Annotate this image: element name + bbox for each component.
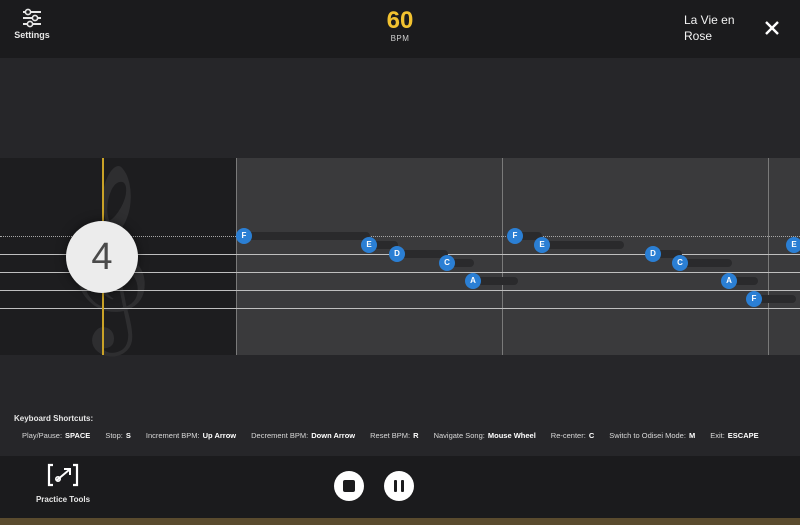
shortcut-label: Increment BPM: [145, 431, 200, 440]
shortcut-increment-bpm: Increment BPM: Up Arrow [146, 431, 236, 440]
staff-line [0, 308, 800, 309]
shortcut-key: C [588, 431, 595, 440]
shortcut-navigate-song: Navigate Song: Mouse Wheel [434, 431, 536, 440]
note-duration-bar [448, 259, 474, 267]
note-duration-bar [730, 277, 758, 285]
note-c[interactable]: C [672, 255, 688, 271]
shortcuts-list: Play/Pause: SPACE Stop: S Increment BPM: Up… [14, 431, 794, 440]
shortcut-label: Re-center: [550, 431, 586, 440]
note-e[interactable]: E [361, 237, 377, 253]
song-title: La Vie en Rose [684, 13, 735, 43]
bpm-label: BPM [390, 34, 410, 43]
note-a[interactable]: A [465, 273, 481, 289]
shortcut-key: Down Arrow [311, 431, 356, 440]
ledger-line [0, 236, 800, 237]
note-e[interactable]: E [786, 237, 800, 253]
shortcut-label: Decrement BPM: [251, 431, 309, 440]
note-d[interactable]: D [645, 246, 661, 262]
note-duration-bar [654, 250, 682, 258]
shortcut-play-pause: Play/Pause: SPACE [22, 431, 90, 440]
bar-line [236, 158, 237, 355]
stop-button[interactable] [334, 471, 364, 501]
staff-line [0, 272, 800, 273]
note-duration-bar [398, 250, 448, 258]
shortcut-key: M [688, 431, 696, 440]
shortcut-label: Navigate Song: [433, 431, 485, 440]
shortcut-reset-bpm: Reset BPM: R [370, 431, 418, 440]
close-icon [765, 21, 779, 35]
bpm-value: 60 [386, 7, 414, 34]
note-duration-bar [474, 277, 518, 285]
shortcut-label: Stop: [105, 431, 123, 440]
settings-button[interactable]: Settings [10, 8, 54, 50]
stop-icon [343, 480, 355, 492]
shortcut-key: Up Arrow [202, 431, 237, 440]
shortcut-key: SPACE [65, 431, 91, 440]
note-a[interactable]: A [721, 273, 737, 289]
shortcut-decrement-bpm: Decrement BPM: Down Arrow [251, 431, 355, 440]
pause-button[interactable] [384, 471, 414, 501]
shortcut-key: R [413, 431, 419, 440]
shortcut-key: S [125, 431, 131, 440]
top-bar [0, 0, 800, 58]
shortcut-stop: Stop: S [105, 431, 131, 440]
bpm-display: 60 BPM [370, 7, 430, 44]
sliders-icon [23, 8, 41, 28]
shortcut-label: Exit: [710, 431, 725, 440]
countdown-badge: 4 [66, 221, 138, 293]
shortcut-label: Switch to Odisei Mode: [609, 431, 686, 440]
practice-tools-icon [47, 463, 79, 487]
shortcut-odisei-mode: Switch to Odisei Mode: M [609, 431, 695, 440]
note-d[interactable]: D [389, 246, 405, 262]
shortcut-exit: Exit: ESCAPE [710, 431, 758, 440]
note-c[interactable]: C [439, 255, 455, 271]
note-duration-bar [244, 232, 370, 240]
close-button[interactable] [762, 18, 782, 38]
shortcut-key: Mouse Wheel [487, 431, 536, 440]
bar-line [768, 158, 769, 355]
note-e[interactable]: E [534, 237, 550, 253]
practice-tools-button[interactable]: Practice Tools [30, 462, 96, 504]
note-duration-bar [680, 259, 732, 267]
note-duration-bar [370, 241, 398, 249]
bottom-strip [0, 518, 800, 525]
shortcuts-title: Keyboard Shortcuts: [14, 414, 94, 423]
note-duration-bar [542, 241, 624, 249]
shortcut-re-center: Re-center: C [551, 431, 594, 440]
note-duration-bar [756, 295, 796, 303]
settings-label: Settings [14, 30, 50, 40]
keyboard-shortcuts: Keyboard Shortcuts: Play/Pause: SPACE Sto… [14, 414, 794, 440]
staff-line [0, 290, 800, 291]
shortcut-label: Play/Pause: [22, 431, 63, 440]
shortcut-key: ESCAPE [727, 431, 759, 440]
bar-line [502, 158, 503, 355]
practice-tools-label: Practice Tools [35, 495, 91, 504]
note-f[interactable]: F [507, 228, 523, 244]
note-f[interactable]: F [236, 228, 252, 244]
note-duration-bar [516, 232, 542, 240]
shortcut-label: Reset BPM: [370, 431, 411, 440]
note-f[interactable]: F [746, 291, 762, 307]
